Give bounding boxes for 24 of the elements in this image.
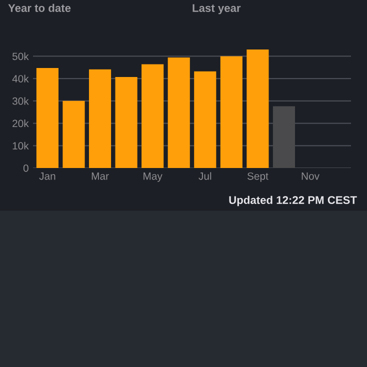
y-tick-label: 20k	[12, 120, 29, 128]
text: Updated 12:22 PM CEST	[229, 196, 357, 206]
x-tick-label: Mar	[92, 172, 109, 180]
bar	[194, 71, 216, 168]
text: Last year	[192, 4, 241, 14]
text: Year to date	[8, 4, 71, 12]
x-tick-label: Jan	[39, 172, 56, 180]
bar	[36, 68, 58, 168]
y-tick-label: 0	[23, 164, 28, 172]
bar	[246, 50, 269, 168]
x-tick-label: Jul	[198, 172, 212, 180]
bar	[88, 69, 112, 168]
y-tick-label: 30k	[12, 97, 29, 105]
x-tick-label: May	[144, 172, 162, 182]
bar	[115, 77, 138, 168]
bar	[62, 100, 85, 168]
y-tick-label: 50k	[12, 52, 29, 60]
y-tick-label: 40k	[12, 74, 29, 82]
x-tick-label: Sept	[247, 172, 268, 182]
bar	[220, 56, 242, 168]
bar	[142, 64, 164, 168]
x-tick-label: Nov	[302, 172, 320, 180]
y-tick-label: 10k	[12, 142, 29, 150]
bar	[168, 58, 190, 168]
